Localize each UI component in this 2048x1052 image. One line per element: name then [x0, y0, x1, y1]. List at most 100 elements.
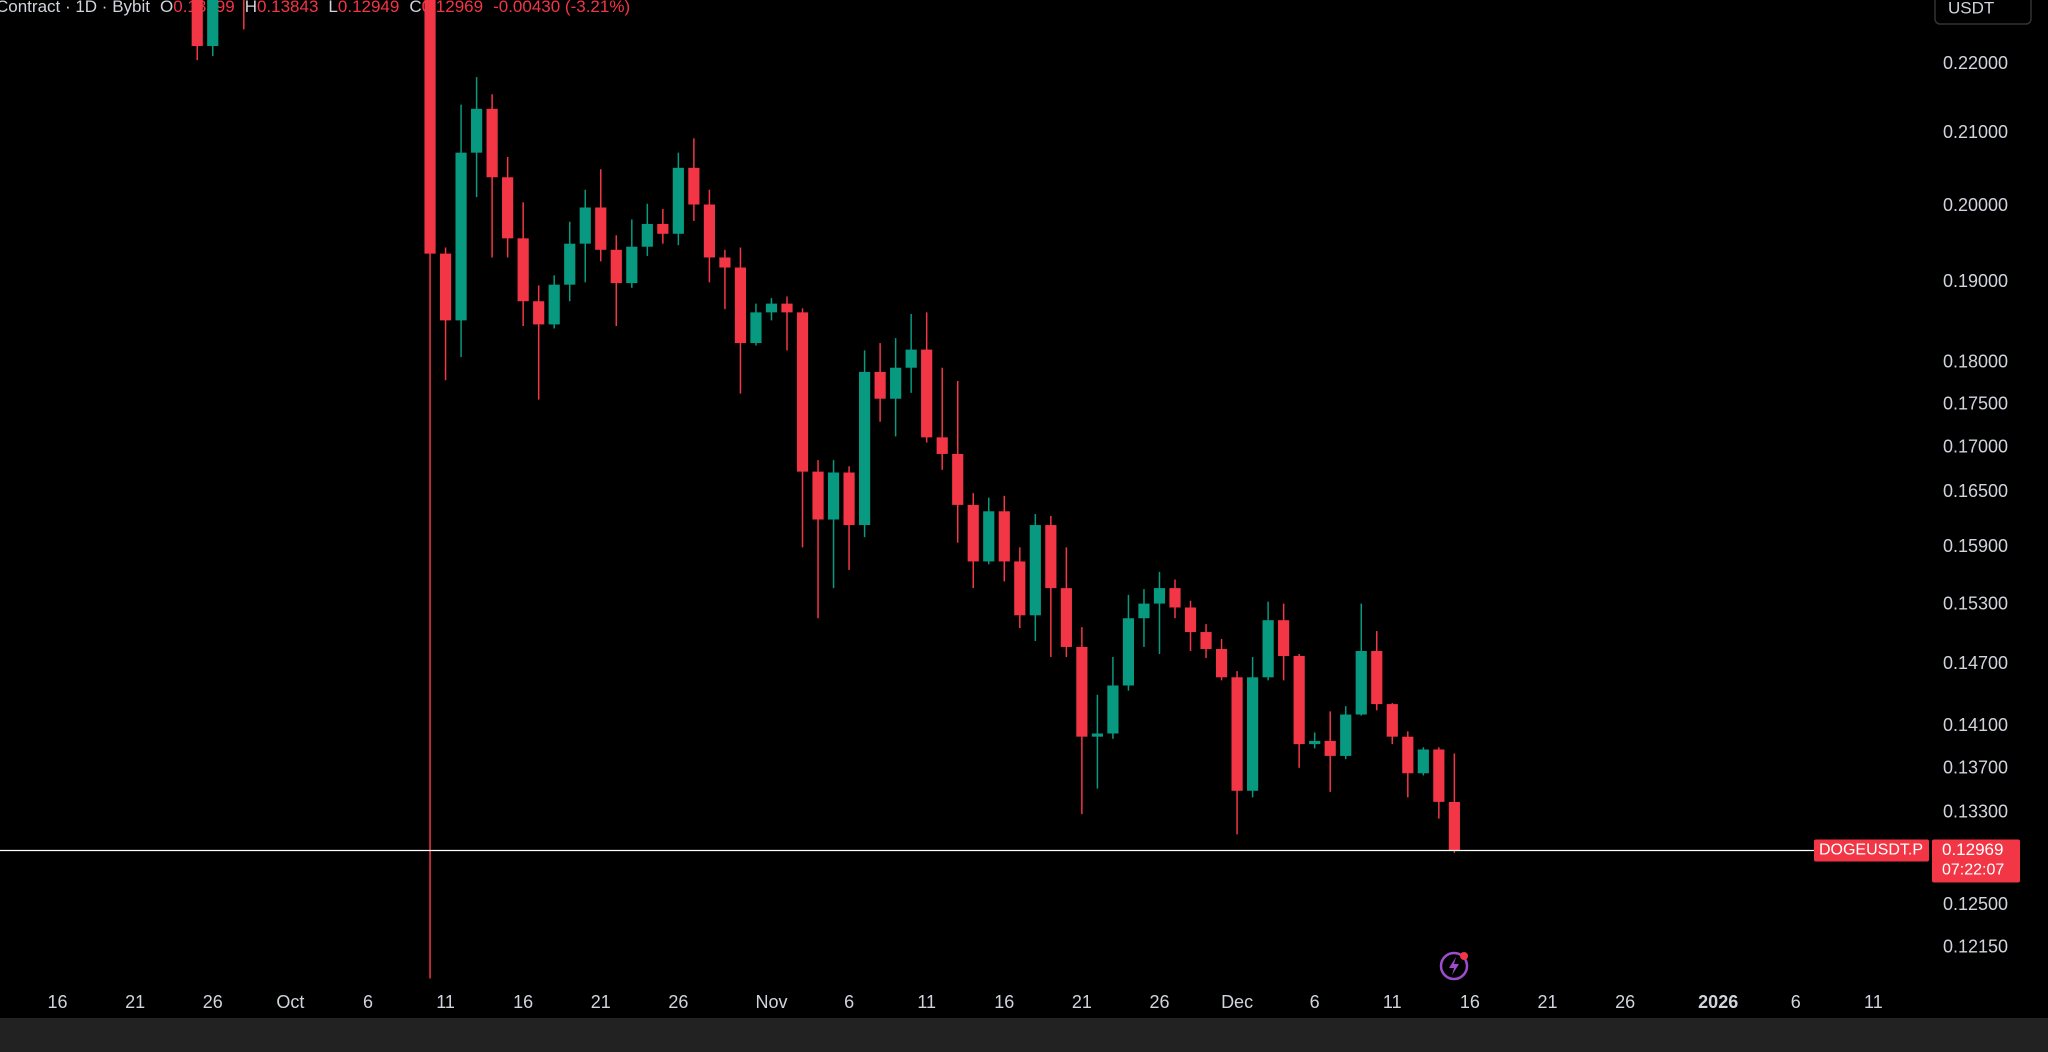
y-tick-label: 0.21000 — [1943, 122, 2008, 142]
candle — [1247, 657, 1259, 798]
x-tick-label: Oct — [276, 992, 304, 1012]
candle — [1293, 653, 1305, 768]
candle — [734, 247, 747, 394]
candle-body — [905, 349, 917, 368]
candle-body — [610, 249, 622, 284]
candle — [548, 275, 560, 329]
candle-body — [874, 371, 886, 399]
candle — [1417, 747, 1429, 776]
candle — [843, 466, 855, 570]
candle-body — [921, 349, 933, 438]
y-tick-label: 0.20000 — [1943, 195, 2008, 215]
y-tick-label: 0.16500 — [1943, 481, 2008, 501]
candle-body — [657, 223, 669, 234]
candle-body — [191, 0, 203, 47]
alert-icon-bolt[interactable] — [1449, 957, 1459, 975]
candle-body — [1076, 646, 1088, 737]
candle-body — [564, 243, 576, 285]
symbol-tag-box — [1814, 839, 1929, 862]
currency-label[interactable]: USDT — [1948, 0, 1994, 17]
candle — [827, 460, 840, 589]
candle-body — [1184, 607, 1197, 633]
alert-icon-dot[interactable] — [1460, 952, 1468, 960]
x-tick-label: Dec — [1221, 992, 1253, 1012]
plot-area — [191, 0, 1460, 979]
candle-body — [533, 301, 545, 325]
candle — [703, 189, 715, 283]
candle — [1324, 711, 1336, 792]
candle-body — [579, 207, 591, 244]
candle-body — [1402, 736, 1414, 774]
candle-body — [1107, 685, 1119, 734]
candle-body — [1215, 648, 1228, 678]
candle-body — [1293, 656, 1305, 745]
candle-body — [812, 471, 824, 520]
symbol-title: Contract · 1D · Bybit — [0, 0, 150, 16]
candle — [1169, 579, 1181, 619]
candle-body — [672, 167, 684, 234]
candle — [1402, 731, 1414, 798]
candle — [1153, 571, 1166, 654]
candle-body — [1386, 704, 1398, 737]
candle — [1014, 547, 1026, 629]
candle-body — [517, 238, 529, 302]
candle-body — [998, 511, 1010, 562]
candle — [1371, 631, 1383, 711]
x-tick-label: 6 — [363, 992, 373, 1012]
candle-body — [595, 207, 607, 250]
candle — [424, 0, 436, 979]
candle-body — [1138, 603, 1150, 619]
candle — [439, 247, 452, 381]
candle — [719, 249, 731, 310]
candle-body — [843, 472, 855, 526]
candle — [243, 0, 245, 30]
candle — [983, 497, 995, 565]
alert-icon[interactable] — [1439, 951, 1469, 981]
candle-body — [1247, 677, 1259, 791]
candle — [1107, 657, 1119, 739]
candle-body — [1262, 620, 1274, 678]
candle-body — [1448, 801, 1460, 851]
x-tick-label: 26 — [668, 992, 688, 1012]
candle — [1309, 732, 1321, 749]
candle — [1076, 627, 1088, 815]
countdown-tag: 07:22:07 — [1942, 862, 2004, 879]
x-tick-label: 16 — [994, 992, 1014, 1012]
alert-icon-ring[interactable] — [1439, 951, 1469, 981]
x-tick-label: Nov — [755, 992, 787, 1012]
y-tick-label: 0.14700 — [1943, 653, 2008, 673]
candle — [533, 285, 545, 400]
ohlc-value: 0.12949 — [338, 0, 399, 16]
currency-button[interactable]: USDT — [1934, 0, 2032, 25]
y-tick-label: 0.14100 — [1943, 715, 2008, 735]
x-tick-label: 11 — [917, 992, 936, 1012]
candle-body — [1324, 740, 1336, 756]
candle — [1231, 671, 1243, 835]
candle-body — [502, 177, 514, 239]
candle-body — [1122, 618, 1135, 686]
candle-body — [703, 204, 715, 258]
symbol-tag: DOGEUSDT.P — [1819, 842, 1923, 859]
candle-body — [207, 0, 219, 47]
x-tick-label: 26 — [1149, 992, 1169, 1012]
candle — [1355, 603, 1367, 716]
candle-body — [750, 312, 762, 344]
candle-body — [734, 267, 747, 344]
candle-body — [641, 223, 653, 247]
candle-body — [796, 312, 809, 472]
candle-body — [859, 371, 871, 526]
x-tick-label: 6 — [844, 992, 854, 1012]
candle — [1340, 706, 1352, 760]
candle — [921, 312, 933, 443]
candle-body — [1371, 650, 1383, 705]
overlay: 0.22000 0.21000 0.20000 0.19000 0.18000 0.175… — [0, 53, 2020, 1012]
ohlc-value: 0.13399 — [173, 0, 234, 16]
candle — [207, 0, 219, 57]
candle — [890, 338, 902, 437]
candle-body — [1231, 677, 1243, 791]
x-tick-label: 26 — [203, 992, 223, 1012]
candle — [1122, 594, 1135, 691]
x-tick-label: 16 — [513, 992, 533, 1012]
currency-button-frame[interactable] — [1934, 0, 2032, 25]
ohlc-key: C — [409, 0, 421, 16]
